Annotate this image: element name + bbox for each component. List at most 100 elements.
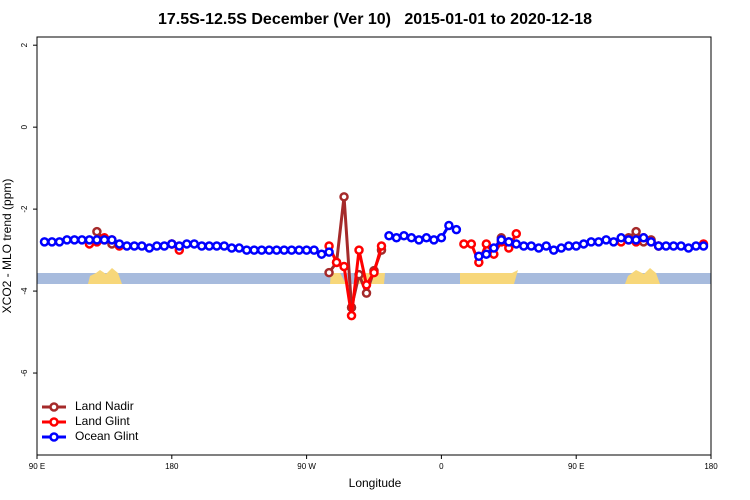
data-point bbox=[534, 243, 544, 253]
data-point bbox=[301, 245, 312, 255]
data-point bbox=[571, 241, 581, 251]
data-point bbox=[511, 239, 522, 249]
data-point bbox=[646, 237, 656, 247]
data-point bbox=[114, 239, 125, 249]
data-point bbox=[661, 241, 671, 251]
data-point bbox=[556, 243, 566, 253]
data-point bbox=[152, 241, 162, 251]
data-point bbox=[167, 239, 177, 249]
data-point bbox=[211, 241, 222, 251]
data-point bbox=[586, 237, 596, 247]
plot-frame bbox=[36, 36, 712, 456]
data-point bbox=[608, 237, 619, 247]
data-point bbox=[578, 239, 589, 249]
data-point bbox=[324, 267, 334, 278]
data-point bbox=[62, 235, 72, 245]
x-tick-label: 90 W bbox=[297, 462, 316, 471]
chart-title: 17.5S-12.5S December (Ver 10) 2015-01-01… bbox=[158, 11, 592, 28]
data-point bbox=[137, 241, 147, 251]
data-point bbox=[144, 243, 155, 253]
data-point bbox=[676, 241, 686, 251]
data-point bbox=[361, 280, 372, 290]
data-point bbox=[197, 241, 207, 251]
data-point bbox=[47, 237, 57, 247]
y-tick-label: -4 bbox=[20, 287, 29, 295]
data-point bbox=[668, 241, 679, 251]
data-point bbox=[369, 267, 379, 278]
data-point bbox=[99, 235, 110, 245]
data-point bbox=[593, 237, 604, 247]
x-tick-label: 90 E bbox=[29, 462, 45, 471]
data-point bbox=[451, 224, 462, 235]
data-point bbox=[241, 245, 252, 255]
data-point bbox=[496, 235, 507, 245]
data-point bbox=[316, 249, 327, 259]
land-patch bbox=[88, 268, 122, 284]
data-point bbox=[541, 241, 551, 251]
data-point bbox=[309, 245, 319, 255]
data-point bbox=[271, 245, 282, 255]
data-point bbox=[376, 241, 387, 251]
legend-marker bbox=[49, 417, 59, 427]
x-tick-label: 180 bbox=[704, 462, 718, 471]
data-point bbox=[601, 235, 611, 245]
data-point bbox=[107, 235, 117, 245]
data-point bbox=[519, 241, 529, 251]
data-point bbox=[466, 239, 477, 249]
data-point bbox=[691, 241, 701, 251]
data-point bbox=[354, 245, 364, 255]
data-point bbox=[92, 235, 102, 245]
data-point bbox=[84, 235, 95, 245]
data-point bbox=[339, 192, 349, 202]
data-point bbox=[616, 233, 626, 243]
data-point bbox=[361, 288, 372, 298]
data-point bbox=[481, 249, 492, 259]
data-point bbox=[54, 237, 65, 247]
data-point bbox=[421, 233, 432, 243]
data-point bbox=[256, 245, 267, 255]
x-tick-label: 0 bbox=[439, 462, 444, 471]
data-point bbox=[324, 247, 334, 257]
data-point bbox=[226, 243, 237, 253]
data-point bbox=[406, 233, 417, 243]
data-point bbox=[234, 243, 244, 253]
data-point bbox=[346, 310, 357, 321]
data-point bbox=[481, 239, 492, 249]
y-tick-label: -2 bbox=[20, 205, 29, 213]
land-patch bbox=[460, 270, 518, 284]
data-point bbox=[623, 235, 634, 245]
data-point bbox=[249, 245, 259, 255]
data-point bbox=[77, 235, 87, 245]
data-point bbox=[399, 231, 409, 241]
data-point bbox=[174, 241, 185, 251]
legend-marker bbox=[49, 402, 59, 412]
legend-marker bbox=[49, 432, 59, 442]
data-point bbox=[511, 228, 522, 239]
data-point bbox=[286, 245, 297, 255]
data-point bbox=[638, 233, 649, 243]
y-tick-label: 0 bbox=[20, 124, 29, 129]
data-point bbox=[391, 233, 402, 243]
data-point bbox=[526, 241, 537, 251]
data-point bbox=[339, 261, 349, 272]
data-point bbox=[189, 239, 200, 249]
data-point bbox=[279, 245, 289, 255]
legend-label: Land Nadir bbox=[75, 399, 134, 413]
data-point bbox=[384, 231, 394, 241]
data-point bbox=[653, 241, 664, 251]
data-point bbox=[69, 235, 80, 245]
data-point bbox=[129, 241, 140, 251]
data-point bbox=[474, 251, 484, 261]
data-point bbox=[489, 243, 499, 253]
data-point bbox=[264, 245, 274, 255]
data-point bbox=[414, 235, 424, 245]
data-point bbox=[429, 235, 439, 245]
data-point bbox=[294, 245, 304, 255]
x-axis-label: Longitude bbox=[349, 476, 402, 490]
y-tick-label: -6 bbox=[20, 369, 29, 377]
data-point bbox=[204, 241, 214, 251]
data-point bbox=[683, 243, 694, 253]
data-point bbox=[631, 226, 641, 237]
data-point bbox=[631, 235, 641, 245]
